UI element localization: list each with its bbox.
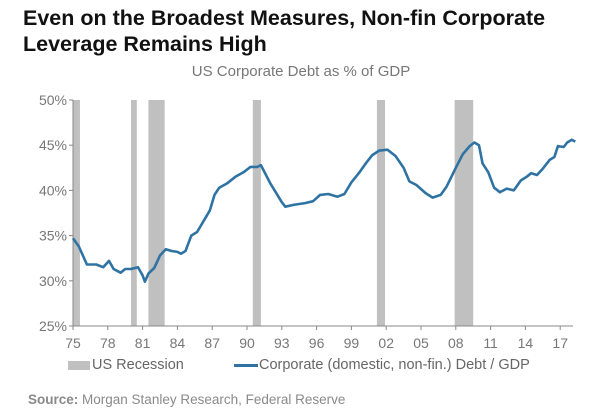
x-tick-label: 11 <box>483 335 498 351</box>
x-tick-label: 14 <box>518 335 534 351</box>
x-tick-label: 99 <box>344 335 360 351</box>
x-tick-label: 84 <box>170 335 186 351</box>
recession-bar <box>376 100 386 326</box>
source-note: Source: Morgan Stanley Research, Federal… <box>28 392 345 407</box>
recession-bars <box>73 100 474 326</box>
recession-swatch <box>68 360 90 370</box>
chart-title: US Corporate Debt as % of GDP <box>191 63 411 80</box>
recession-bar <box>454 100 474 326</box>
recession-bar <box>73 100 80 326</box>
x-tick-label: 96 <box>309 335 325 351</box>
series-line <box>71 138 576 283</box>
axes: 25% 30% 35% 40% 45% 50% 75 78 81 84 87 90 93 96 99 02 05… <box>39 92 573 351</box>
series-line-path <box>71 138 576 283</box>
recession-bar <box>252 100 261 326</box>
legend-label-series: Corporate (domestic, non-fin.) Debt / GD… <box>259 357 530 373</box>
legend-item-recession: US Recession <box>68 357 184 373</box>
x-tick-label: 87 <box>204 335 220 351</box>
x-tick-label: 08 <box>448 335 464 351</box>
y-tick-label: 45% <box>39 137 67 153</box>
x-tick-label: 05 <box>413 335 429 351</box>
y-tick-label: 25% <box>39 318 67 334</box>
y-tick-label: 50% <box>39 92 67 108</box>
x-tick-label: 75 <box>65 335 81 351</box>
legend-item-series: Corporate (domestic, non-fin.) Debt / GD… <box>234 357 530 373</box>
series-swatch <box>234 363 258 367</box>
chart-headline: Even on the Broadest Measures, Non-fin C… <box>23 6 546 56</box>
x-tick-label: 90 <box>239 335 255 351</box>
x-tick-label: 02 <box>378 335 394 351</box>
y-tick-label: 35% <box>39 228 67 244</box>
y-tick-label: 30% <box>39 273 67 289</box>
source-text: Morgan Stanley Research, Federal Reserve <box>82 392 346 407</box>
y-tick-label: 40% <box>39 182 67 198</box>
legend-label-recession: US Recession <box>92 357 184 373</box>
x-tick-label: 81 <box>135 335 151 351</box>
x-tick-label: 17 <box>552 335 568 351</box>
x-tick-label: 78 <box>100 335 116 351</box>
recession-bar <box>131 100 137 326</box>
x-tick-label: 93 <box>274 335 290 351</box>
source-prefix: Source: <box>28 392 79 407</box>
recession-bar <box>148 100 165 326</box>
